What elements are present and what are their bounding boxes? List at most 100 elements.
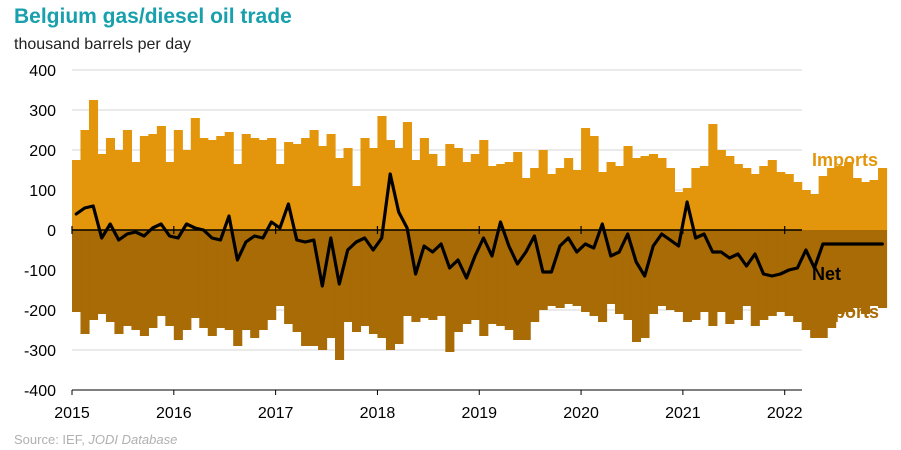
legend-imports-label: Imports — [812, 150, 878, 170]
imports-bar — [869, 180, 879, 230]
exports-bar — [88, 230, 99, 320]
x-tick-label-2018: 2018 — [360, 405, 396, 422]
exports-bar — [615, 230, 625, 314]
exports-bar — [470, 230, 480, 320]
exports-bar — [878, 230, 888, 308]
imports-bar — [88, 100, 99, 230]
net-line-group — [74, 172, 884, 288]
source-database: JODI Database — [88, 432, 178, 447]
y-tick-label--400: -400 — [24, 383, 56, 400]
y-axis-unit-label: thousand barrels per day — [14, 36, 191, 53]
imports-bar — [878, 168, 888, 230]
exports-bar — [767, 230, 777, 316]
exports-bar — [564, 230, 574, 304]
imports-bar — [182, 150, 192, 230]
imports-bar — [428, 154, 438, 230]
exports-bar — [402, 230, 412, 316]
exports-bar — [699, 230, 709, 312]
exports-bar — [818, 230, 828, 338]
imports-bar — [623, 146, 633, 230]
imports-bar — [105, 138, 116, 230]
exports-bar — [419, 230, 429, 318]
imports-bar — [368, 148, 379, 230]
imports-bar — [615, 166, 625, 230]
imports-bar — [691, 168, 701, 230]
imports-bar — [318, 146, 328, 230]
exports-bar — [148, 230, 158, 328]
exports-bar — [343, 230, 353, 322]
imports-bar — [640, 156, 650, 230]
imports-bar — [581, 128, 591, 230]
imports-bar — [844, 162, 854, 230]
exports-bar — [869, 230, 879, 306]
imports-bar — [224, 132, 234, 230]
exports-bar — [165, 230, 175, 326]
exports-bar — [496, 230, 506, 326]
imports-bar — [326, 134, 336, 230]
imports-bar — [360, 138, 370, 230]
exports-bar — [844, 230, 854, 312]
exports-bar — [360, 230, 370, 326]
tick-labels: -400 -300 -200 -100 0 100 200 300 400 2015 2016 201… — [24, 63, 803, 422]
exports-bar — [674, 230, 684, 312]
imports-bar — [733, 164, 743, 230]
imports-bar — [835, 166, 845, 230]
exports-bar — [122, 230, 132, 326]
imports-bar — [657, 158, 667, 230]
exports-bar — [80, 230, 90, 334]
imports-bar — [589, 136, 599, 230]
exports-bar — [657, 230, 667, 306]
imports-bar — [793, 182, 803, 230]
imports-bar — [165, 162, 175, 230]
exports-bar — [428, 230, 438, 320]
exports-bar — [708, 230, 718, 326]
imports-bar — [665, 168, 675, 230]
imports-bar — [97, 154, 107, 230]
imports-bar — [190, 118, 200, 230]
imports-bar — [708, 124, 718, 230]
imports-bar — [462, 162, 472, 230]
exports-bar — [852, 230, 862, 308]
imports-bar — [606, 162, 616, 230]
imports-bar — [309, 130, 319, 230]
imports-bar — [750, 174, 760, 230]
y-tick-label-100: 100 — [29, 183, 56, 200]
exports-bar — [682, 230, 692, 322]
exports-bar — [640, 230, 650, 338]
imports-bar — [598, 172, 608, 230]
x-tick-label-2022: 2022 — [767, 405, 803, 422]
imports-bar — [207, 140, 217, 230]
exports-bar — [504, 230, 514, 330]
imports-bar — [631, 158, 642, 230]
exports-bar — [72, 230, 82, 312]
exports-bar — [335, 230, 345, 360]
exports-bar — [173, 230, 183, 340]
exports-bar — [377, 230, 387, 338]
imports-bar — [402, 122, 412, 230]
imports-bar — [521, 178, 531, 230]
exports-bar — [292, 230, 302, 332]
exports-bar — [487, 230, 497, 324]
imports-bar — [810, 194, 820, 230]
exports-bar — [810, 230, 820, 338]
exports-bar — [250, 230, 260, 338]
exports-bar — [199, 230, 209, 328]
exports-bar — [623, 230, 633, 320]
exports-bar — [224, 230, 234, 330]
net-line — [74, 172, 884, 288]
imports-bar — [530, 168, 540, 230]
exports-bar — [572, 230, 582, 306]
imports-bar — [233, 164, 243, 230]
y-tick-label--100: -100 — [24, 263, 56, 280]
imports-bar — [784, 174, 794, 230]
legend-exports-label: Exports — [812, 302, 879, 322]
exports-bar — [216, 230, 226, 328]
exports-bar — [606, 230, 616, 304]
imports-bar — [699, 166, 709, 230]
exports-bar — [530, 230, 540, 322]
exports-bar — [394, 230, 404, 344]
imports-bar — [436, 166, 446, 230]
y-tick-label--300: -300 — [24, 343, 56, 360]
exports-bar — [97, 230, 107, 314]
